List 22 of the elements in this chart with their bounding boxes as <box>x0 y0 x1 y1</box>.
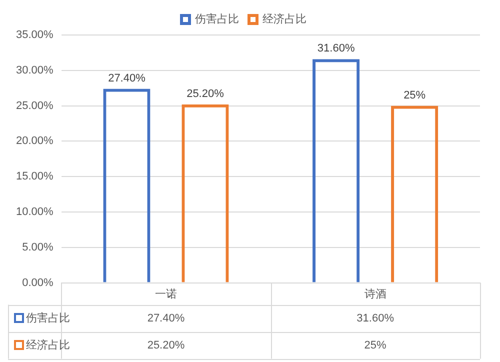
text: 25% <box>404 89 426 102</box>
data-label: 27.40% <box>147 312 185 324</box>
y-tick-label: 35.00% <box>16 29 54 42</box>
y-tick-label: 30.00% <box>16 64 54 76</box>
data-label: 31.60% <box>356 312 394 324</box>
y-tick-label: 15.00% <box>16 170 54 183</box>
y-tick-label: 5.00% <box>22 241 54 254</box>
text: 25.20% <box>186 88 224 100</box>
y-tick-label: 20.00% <box>16 135 54 148</box>
text: 31.60% <box>317 42 355 55</box>
text: 经济占比 <box>26 339 70 352</box>
y-tick-label: 0.00% <box>22 276 54 289</box>
text: 伤害占比 <box>26 312 70 324</box>
y-tick-label: 25.00% <box>16 100 54 112</box>
text: 27.40% <box>108 72 146 84</box>
legend-label: 经济占比 <box>262 12 306 26</box>
y-tick-label: 10.00% <box>16 206 54 218</box>
data-label: 25.20% <box>147 339 185 352</box>
x-tick-label: 一诺 <box>154 287 177 300</box>
data-label: 25% <box>364 339 387 352</box>
x-tick-label: 诗酒 <box>364 287 386 300</box>
legend-label: 伤害占比 <box>195 12 239 26</box>
